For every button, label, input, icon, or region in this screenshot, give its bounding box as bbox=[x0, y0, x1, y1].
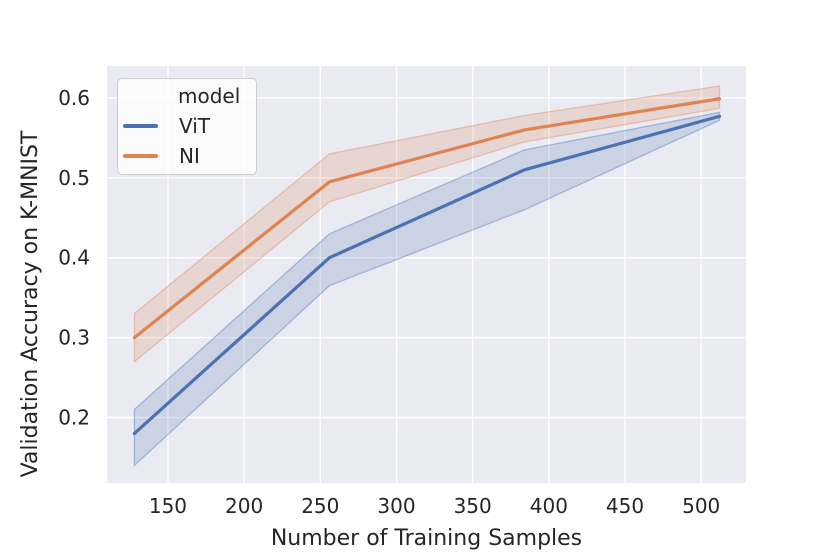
x-axis-label: Number of Training Samples bbox=[270, 526, 583, 551]
ni-line-swatch-icon bbox=[123, 154, 158, 158]
x-tick-label: 400 bbox=[530, 494, 568, 518]
legend-item-vit: ViT bbox=[118, 114, 256, 138]
x-tick-label: 300 bbox=[377, 494, 415, 518]
x-tick-label: 150 bbox=[149, 494, 187, 518]
legend-title: model bbox=[178, 84, 241, 108]
series-line-ViT bbox=[132, 114, 722, 436]
legend-item-ni: NI bbox=[118, 144, 256, 168]
confidence-band-ViT bbox=[133, 111, 721, 467]
x-tick-label: 350 bbox=[454, 494, 492, 518]
y-tick-label: 0.2 bbox=[58, 405, 90, 429]
x-tick-label: 500 bbox=[682, 494, 720, 518]
y-tick-label: 0.4 bbox=[58, 246, 90, 270]
legend: model ViT NI bbox=[117, 78, 257, 175]
y-tick-label: 0.5 bbox=[58, 166, 90, 190]
vit-line-swatch-icon bbox=[123, 124, 158, 128]
y-axis-label: Validation Accuracy on K-MNIST bbox=[18, 130, 43, 478]
legend-label-vit: ViT bbox=[179, 114, 211, 138]
x-tick-label: 250 bbox=[301, 494, 339, 518]
legend-label-ni: NI bbox=[179, 144, 200, 168]
confidence-band-NI bbox=[133, 85, 721, 363]
x-tick-label: 200 bbox=[225, 494, 263, 518]
y-tick-label: 0.6 bbox=[58, 86, 90, 110]
series-line-NI bbox=[132, 97, 722, 340]
y-tick-label: 0.3 bbox=[58, 326, 90, 350]
x-tick-label: 450 bbox=[606, 494, 644, 518]
